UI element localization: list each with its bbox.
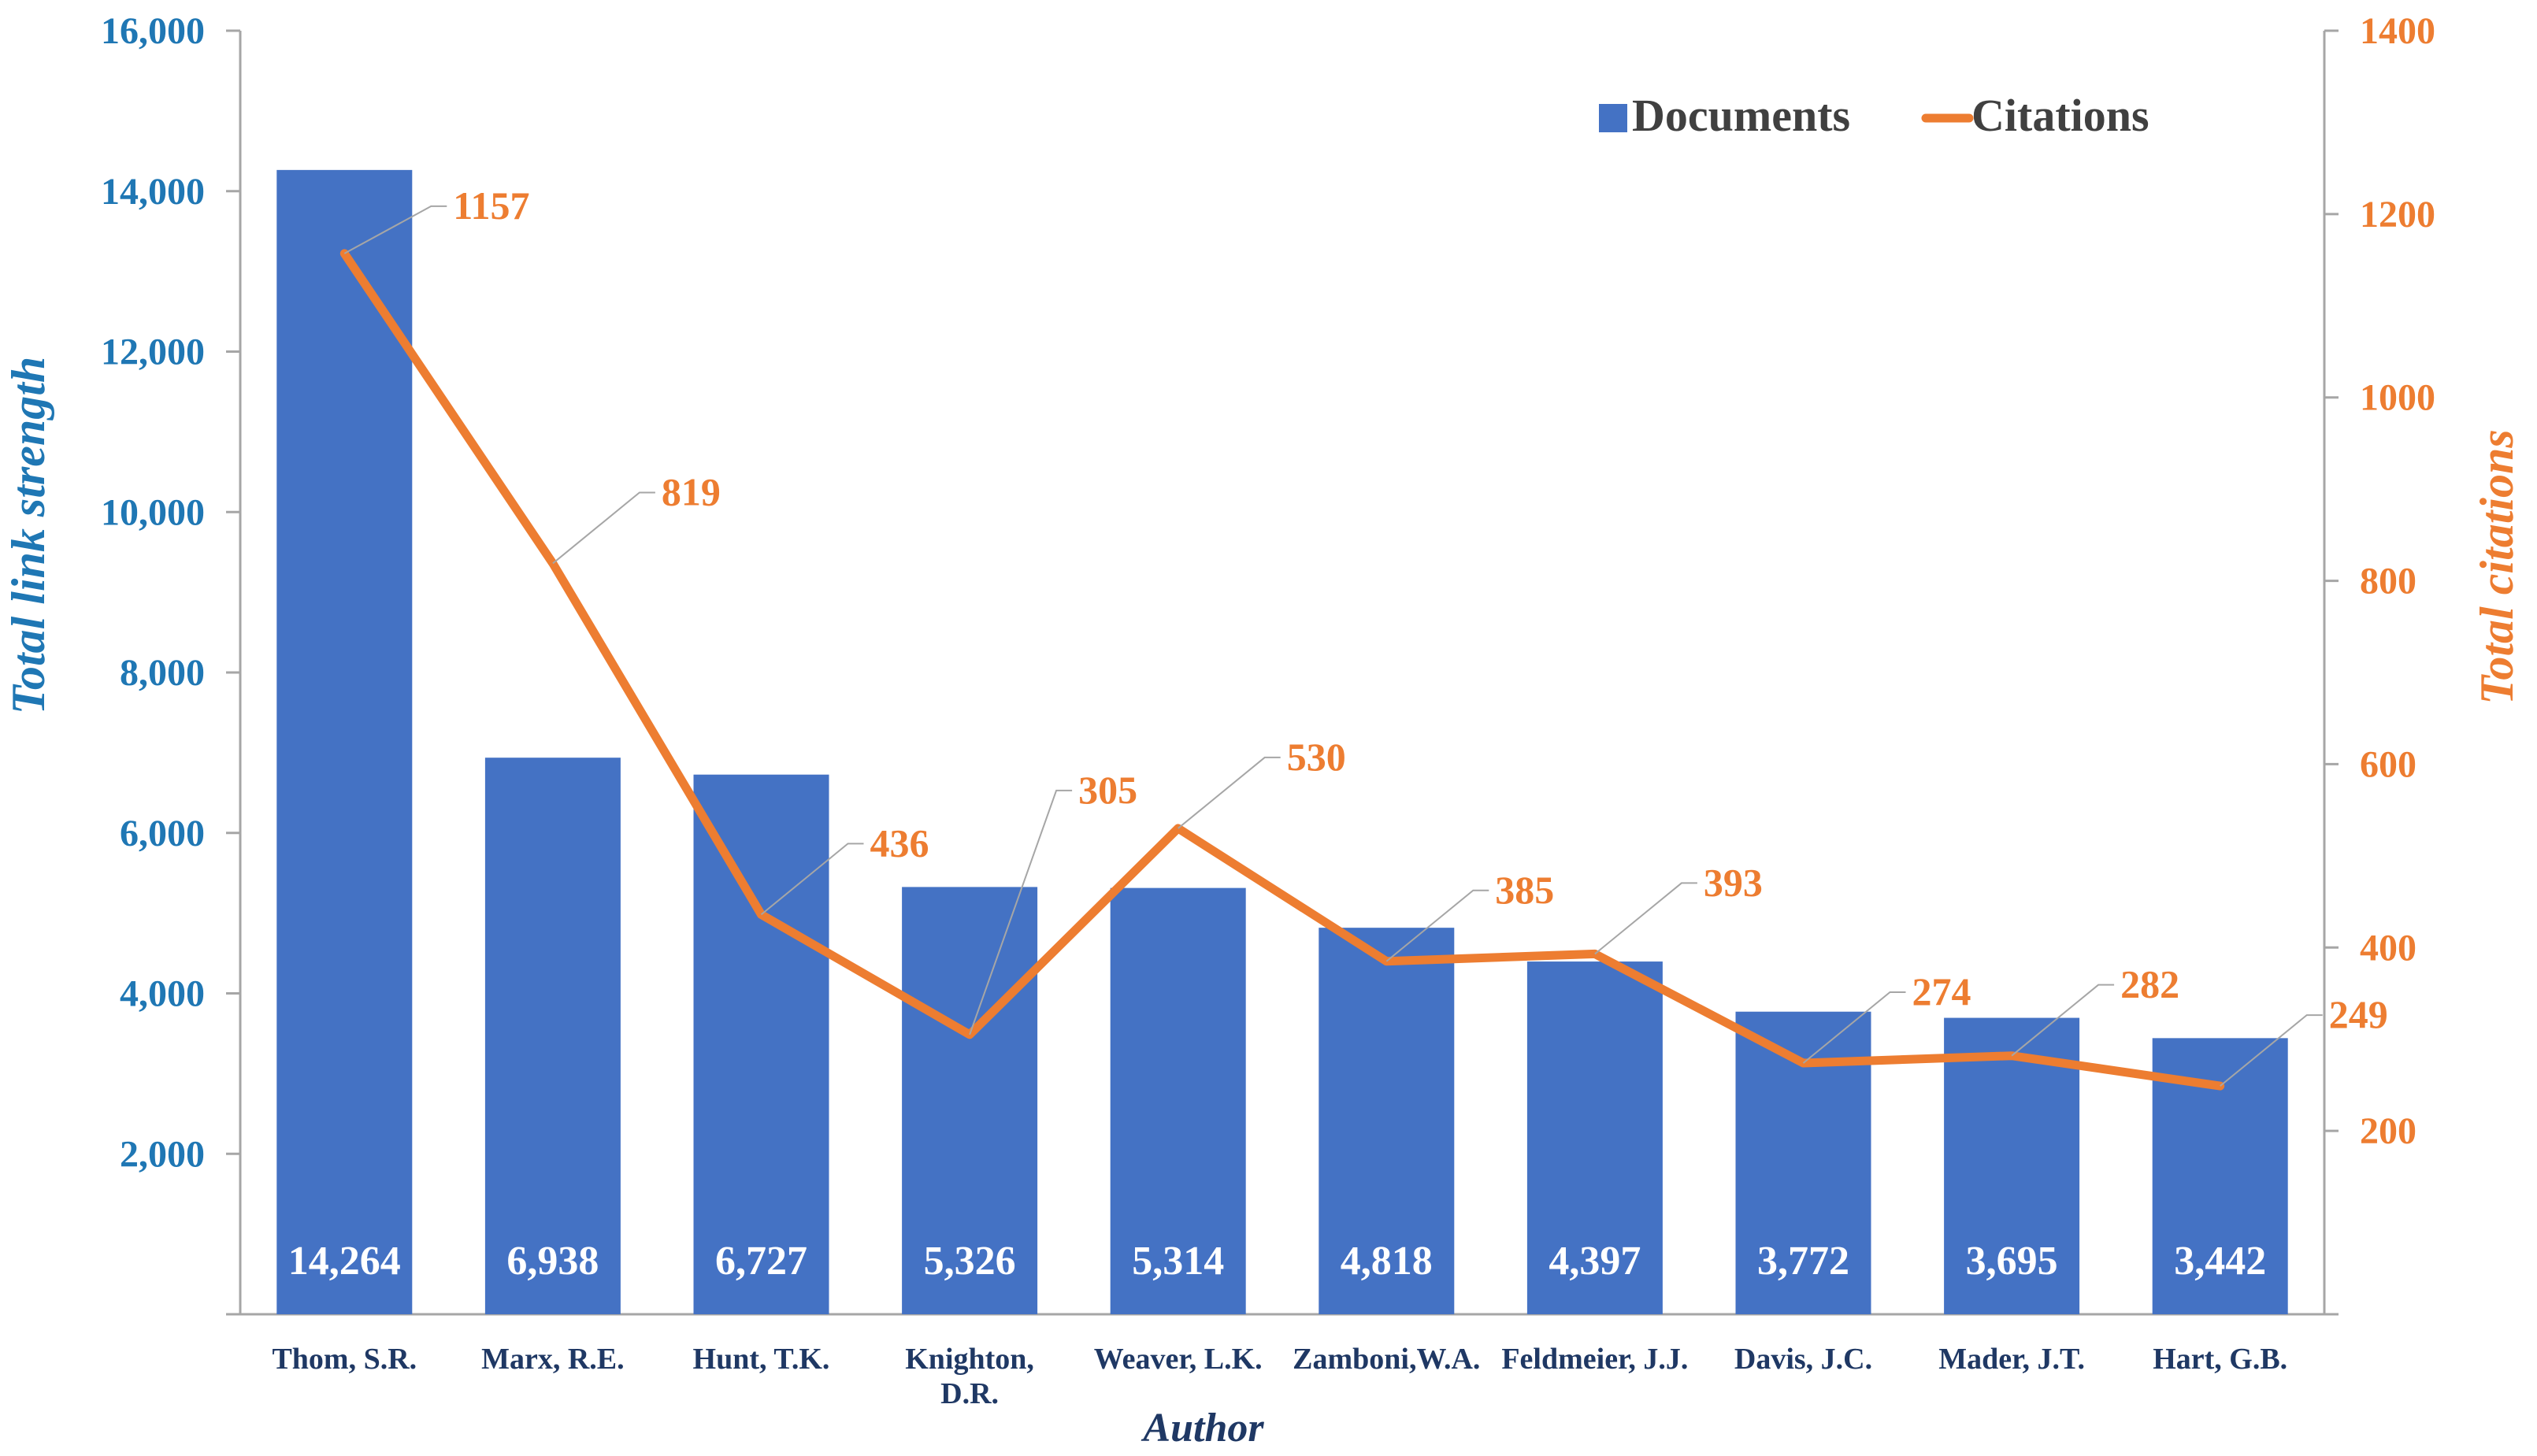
- citation-leader-line: [2220, 1014, 2323, 1087]
- citations-value-label: 1157: [453, 183, 529, 228]
- left-tick-label: 4,000: [120, 973, 205, 1015]
- x-axis-title: Author: [1141, 1406, 1264, 1450]
- category-label: Davis, J.C.: [1734, 1343, 1872, 1376]
- right-tick-label: 1000: [2360, 377, 2435, 419]
- category-label: Marx, R.E.: [481, 1343, 625, 1376]
- citation-leader-line: [343, 205, 447, 254]
- right-axis-title: Total citations: [2471, 429, 2523, 705]
- category-label: Hart, G.B.: [2153, 1343, 2287, 1376]
- category-label: Mader, J.T.: [1938, 1343, 2085, 1376]
- citation-leader-line: [552, 491, 655, 565]
- legend-documents-swatch: [1599, 104, 1627, 132]
- documents-value-label: 5,326: [924, 1239, 1016, 1284]
- documents-bar: [276, 169, 413, 1315]
- citations-value-label: 530: [1287, 735, 1346, 779]
- category-label: Thom, S.R.: [272, 1343, 417, 1376]
- documents-value-label: 5,314: [1132, 1239, 1224, 1284]
- category-label: Knighton, D.R.: [905, 1343, 1034, 1410]
- citation-leader-line: [1802, 991, 1906, 1064]
- citation-leader-line: [1385, 889, 1489, 962]
- documents-bar: [693, 774, 829, 1314]
- left-tick-label: 14,000: [101, 171, 205, 213]
- documents-bar: [484, 758, 621, 1314]
- legend: Documents Citations: [1599, 90, 2149, 141]
- citation-labels: 1157 819 436 305 530 385 393 274 282 249: [453, 183, 2387, 1036]
- category-label: Hunt, T.K.: [693, 1343, 830, 1376]
- documents-value-label: 3,772: [1757, 1239, 1849, 1284]
- left-tick-label: 6,000: [120, 813, 205, 854]
- right-tick-label: 600: [2360, 743, 2416, 785]
- documents-bar: [1319, 928, 1455, 1314]
- documents-value-label: 6,727: [715, 1239, 807, 1284]
- right-tick-label: 1400: [2360, 10, 2435, 52]
- right-tick-label: 800: [2360, 561, 2416, 602]
- category-labels: Thom, S.R. Marx, R.E. Hunt, T.K. Knighton, D…: [272, 1343, 2287, 1410]
- right-tick-label: 200: [2360, 1110, 2416, 1152]
- documents-value-label: 14,264: [288, 1239, 401, 1284]
- citations-value-label: 819: [662, 469, 721, 513]
- documents-value-label: 4,397: [1549, 1239, 1641, 1284]
- citations-value-label: 436: [870, 821, 929, 865]
- citations-series-line: [339, 249, 2225, 1091]
- left-tick-label: 2,000: [120, 1133, 205, 1175]
- citations-value-label: 305: [1078, 768, 1137, 812]
- documents-value-label: 6,938: [506, 1239, 599, 1284]
- citations-value-label: 393: [1704, 860, 1763, 904]
- documents-value-label: 3,442: [2174, 1239, 2266, 1284]
- documents-bar: [902, 887, 1038, 1314]
- citations-value-label: 385: [1495, 868, 1554, 912]
- citation-leader-line: [969, 789, 1073, 1036]
- legend-documents-label: Documents: [1632, 90, 1850, 141]
- category-label: Weaver, L.K.: [1094, 1343, 1263, 1376]
- documents-bar: [1110, 887, 1246, 1314]
- citation-leader-line: [760, 843, 864, 916]
- left-tick-label: 10,000: [101, 491, 205, 533]
- right-tick-label: 1200: [2360, 194, 2435, 235]
- citations-value-label: 282: [2120, 962, 2179, 1006]
- axes: 2,000 4,000 6,000 8,000 10,000 12,000 14,000 16…: [101, 10, 2435, 1316]
- bar-labels: 14,264 6,938 6,727 5,326 5,314 4,818 4,397 3,77…: [288, 1239, 2266, 1284]
- left-tick-label: 16,000: [101, 10, 205, 52]
- left-tick-label: 12,000: [101, 332, 205, 373]
- citations-value-label: 249: [2329, 992, 2388, 1036]
- leader-lines: [343, 205, 2323, 1087]
- category-label: Zamboni,W.A.: [1293, 1343, 1480, 1376]
- documents-bar: [1944, 1017, 2080, 1314]
- citation-leader-line: [1594, 882, 1697, 955]
- left-tick-label: 8,000: [120, 652, 205, 694]
- citation-leader-line: [2011, 984, 2115, 1057]
- citations-line-layer: [339, 249, 2225, 1091]
- legend-citations-label: Citations: [1971, 90, 2149, 141]
- documents-bar: [1526, 961, 1663, 1314]
- documents-value-label: 4,818: [1341, 1239, 1433, 1284]
- category-label: Feldmeier, J.J.: [1501, 1343, 1688, 1376]
- right-tick-label: 400: [2360, 927, 2416, 969]
- documents-value-label: 3,695: [1966, 1239, 2058, 1284]
- citations-value-label: 274: [1912, 969, 1971, 1013]
- left-axis-title: Total link strength: [2, 357, 54, 715]
- bars: [276, 169, 2288, 1315]
- citation-leader-line: [1178, 756, 1281, 829]
